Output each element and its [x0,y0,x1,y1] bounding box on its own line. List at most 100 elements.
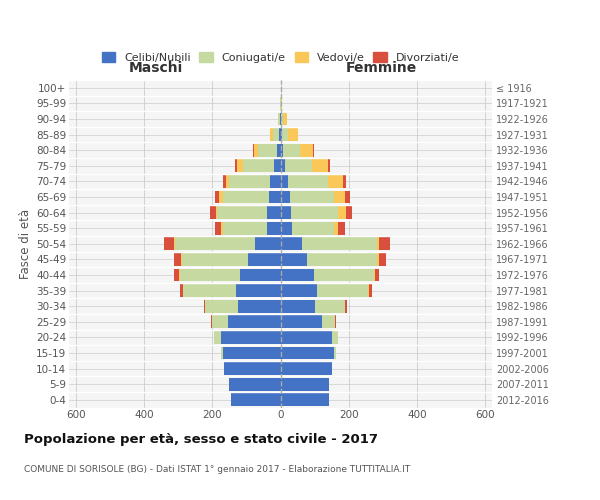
Bar [254,144,259,156]
Bar [212,316,227,328]
Bar [269,190,281,203]
Bar [288,175,328,188]
Bar [281,284,317,297]
Bar [312,160,328,172]
Bar [317,284,368,297]
Bar [223,190,269,203]
Bar [223,175,226,188]
Bar [277,144,281,156]
Bar [278,112,280,126]
Bar [283,112,287,126]
Bar [344,190,350,203]
Bar [281,316,322,328]
Bar [377,238,379,250]
Bar [307,253,377,266]
Bar [180,268,239,281]
Bar [219,190,223,203]
Bar [223,222,267,234]
Bar [205,300,238,312]
Bar [255,238,281,250]
Bar [281,346,334,360]
Bar [314,268,374,281]
Bar [313,144,314,156]
Bar [302,238,377,250]
Y-axis label: Fasce di età: Fasce di età [19,208,32,279]
Text: Maschi: Maschi [129,62,183,76]
Bar [281,378,329,390]
Bar [281,253,307,266]
Bar [281,160,285,172]
Bar [281,144,283,156]
Bar [285,160,312,172]
Bar [227,316,281,328]
Bar [215,222,221,234]
Bar [346,300,347,312]
Bar [237,160,243,172]
Bar [211,316,212,328]
Bar [174,238,175,250]
Bar [221,346,223,360]
Bar [315,300,346,312]
Bar [281,300,315,312]
Bar [292,222,334,234]
Bar [377,253,379,266]
Bar [259,144,277,156]
Bar [179,268,180,281]
Bar [281,238,302,250]
Bar [338,222,346,234]
Bar [338,206,346,219]
Bar [281,268,314,281]
Bar [368,284,372,297]
Bar [221,331,281,344]
Bar [229,175,270,188]
Bar [215,190,219,203]
Legend: Celibi/Nubili, Coniugati/e, Vedovi/e, Divorziati/e: Celibi/Nubili, Coniugati/e, Vedovi/e, Di… [97,48,464,67]
Bar [270,128,272,141]
Bar [267,222,281,234]
Bar [288,128,298,141]
Bar [267,206,281,219]
Bar [182,253,248,266]
Bar [209,206,215,219]
Bar [236,284,281,297]
Bar [334,222,338,234]
Bar [214,331,221,344]
Bar [379,238,391,250]
Bar [279,128,281,141]
Bar [281,128,282,141]
Bar [253,144,254,156]
Bar [334,190,344,203]
Bar [374,268,379,281]
Text: Femmine: Femmine [346,62,416,76]
Text: Popolazione per età, sesso e stato civile - 2017: Popolazione per età, sesso e stato civil… [24,432,378,446]
Bar [274,160,281,172]
Bar [335,316,336,328]
Bar [328,175,343,188]
Bar [248,253,281,266]
Bar [281,394,329,406]
Bar [231,394,281,406]
Bar [281,362,332,375]
Bar [346,206,352,219]
Text: COMUNE DI SORISOLE (BG) - Dati ISTAT 1° gennaio 2017 - Elaborazione TUTTITALIA.I: COMUNE DI SORISOLE (BG) - Dati ISTAT 1° … [24,466,410,474]
Bar [299,144,313,156]
Bar [334,346,336,360]
Bar [379,253,386,266]
Bar [281,175,288,188]
Bar [281,222,292,234]
Bar [270,175,281,188]
Bar [290,190,334,203]
Bar [239,268,281,281]
Bar [281,331,332,344]
Bar [217,206,267,219]
Bar [175,238,255,250]
Bar [164,238,174,250]
Bar [322,316,335,328]
Bar [180,284,183,297]
Bar [215,206,217,219]
Bar [174,268,179,281]
Bar [229,378,281,390]
Bar [282,128,288,141]
Bar [281,190,290,203]
Bar [272,128,279,141]
